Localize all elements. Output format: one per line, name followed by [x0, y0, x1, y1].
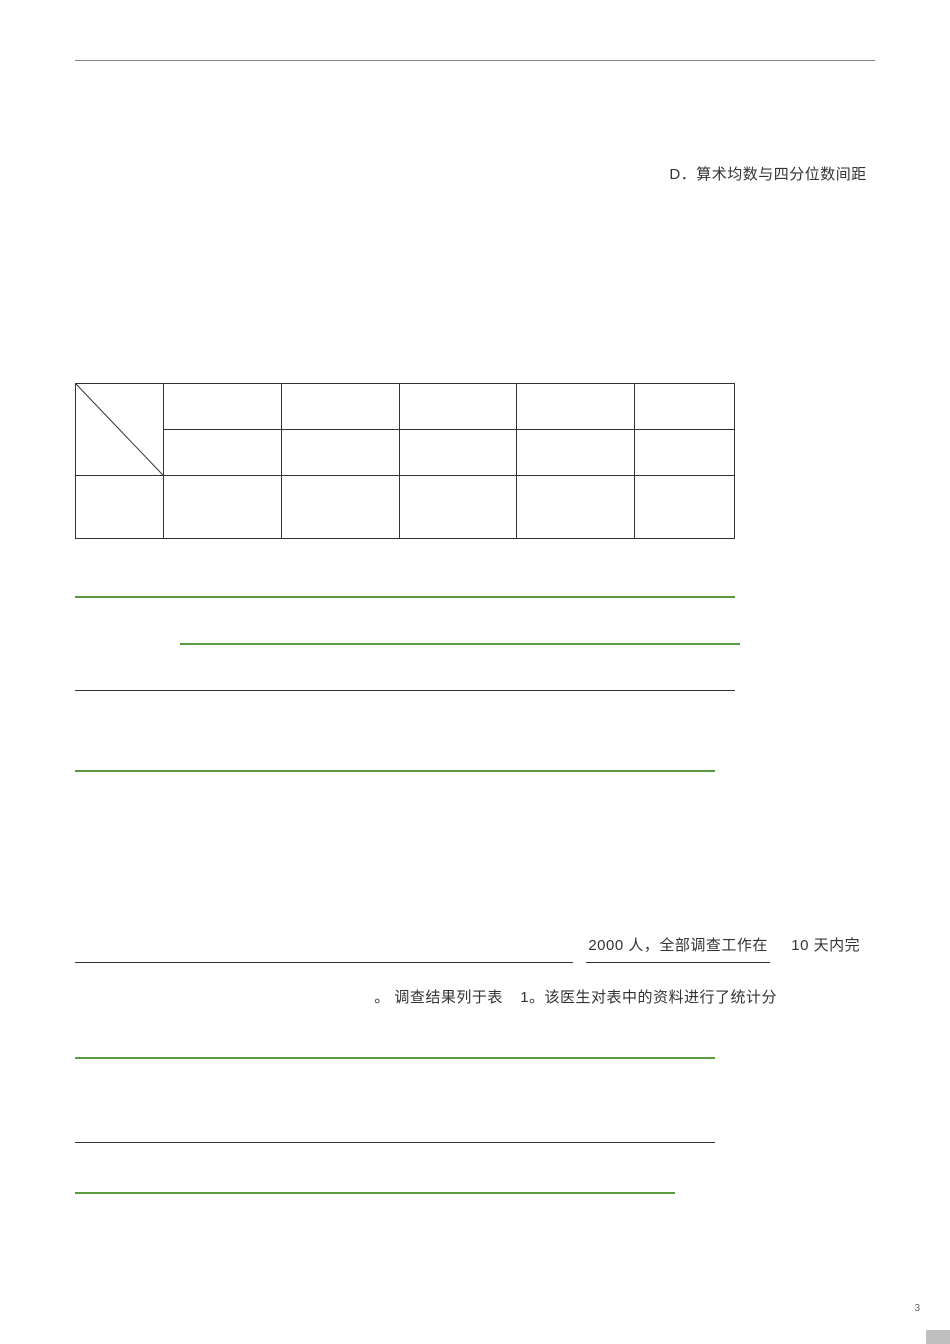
option-b: B．均数与四分位数间距: [243, 166, 409, 183]
page-top-rule: [75, 60, 875, 61]
table-cell: 1: [163, 384, 281, 430]
table-cell: 75: [281, 430, 399, 476]
option-c: C．中位数与四分位数间距: [448, 166, 630, 183]
table-cell: 82: [163, 476, 281, 539]
page-number: 3: [914, 1303, 920, 1314]
q2b-text: 病例对照研究: [450, 804, 543, 821]
data-table: 1 2 3 4 5 65 75 50 76 65 治疗后血红蛋白 82 112: [75, 383, 735, 539]
table-row: 65 75 50 76 65: [76, 430, 735, 476]
line-indicator: 指标是: [75, 111, 875, 144]
q2e-text: 成，调查绝经后使用雌激素的时间超过一年: [75, 989, 370, 1006]
table-cell: 76: [517, 430, 635, 476]
q2-line-results: 成，调查绝经后使用雌激素的时间超过一年 。 调查结果列于表 1。该医生对表中的资…: [75, 981, 875, 1014]
table-cell: 5: [635, 384, 735, 430]
u4-text: 3）该医生认为中药治疗再生障碍性贫血是有效的，请作出评价。（3 分）: [75, 745, 570, 762]
underline-line-7: 表 1 子宫内膜癌与绝经后使用雌激素关系: [75, 1159, 875, 1194]
u2-text: （2）你认为该资料应该用何种假设检验方法？请说出该方法的使用条件，（可不进行: [180, 618, 755, 635]
body-text: 指标是 A．均数与标准差 B．均数与四分位数间距 C．中位数与四分位数间距 D．…: [75, 111, 875, 1194]
q2g-text: 1。该医生对表中的资料进行了统计分: [520, 989, 777, 1006]
q2a-text: 2.某医生参与了子宫内膜癌与绝经后使用雌激素关系的: [75, 804, 445, 821]
q2-2000-text: 2000 人，全部调查工作在: [586, 929, 770, 963]
underline-line-1: （1）本资料属于何种设计方案？ （2 分）: [75, 563, 875, 598]
q2k-text: 表 1 子宫内膜癌与绝经后使用雌激素关系: [75, 1167, 357, 1184]
underline-line-2: （2）你认为该资料应该用何种假设检验方法？请说出该方法的使用条件，（可不进行: [75, 610, 875, 645]
table-cell: 80: [635, 476, 735, 539]
document-page: 指标是 A．均数与标准差 B．均数与四分位数间距 C．中位数与四分位数间距 D．…: [75, 60, 875, 1194]
underline-line-4: 3）该医生认为中药治疗再生障碍性贫血是有效的，请作出评价。（3 分）: [75, 737, 875, 772]
table-cell: 4: [517, 384, 635, 430]
table-cell: 65: [163, 430, 281, 476]
table-row: 1 2 3 4 5: [76, 384, 735, 430]
question-1-line1: 1、某医院用中药治疗 7 例再生障碍性贫血患者，现将血红蛋白 (g/L) 变化的…: [75, 299, 875, 332]
table-row: 治疗后血红蛋白 82 112 92 85 80: [76, 476, 735, 539]
table-cell: 3: [399, 384, 517, 430]
underline-line-6: 请从统计方面对该医生的分析作出评价，并说明理由: [75, 1109, 875, 1143]
table-cell: 治疗后血红蛋白: [76, 476, 164, 539]
q2f-text: 。 调查结果列于表: [374, 989, 503, 1006]
q2i-text: 。: [720, 1032, 736, 1049]
table-cell: 2: [281, 384, 399, 430]
q2-line-num: 段确诊的内膜癌患者，对照来自于该地同一年龄段的未患内膜癌的health妇女，共调…: [75, 929, 875, 963]
q2-line-a: 2.某医生参与了子宫内膜癌与绝经后使用雌激素关系的 病例对照研究 。病例为某年龄: [75, 796, 875, 829]
table-diag-cell: [76, 384, 164, 476]
table-cell: 92: [399, 476, 517, 539]
q2d-text: 段确诊的内膜癌患者，对照来自于该地同一年龄段的未患内膜癌的health妇女，共调…: [75, 937, 661, 954]
q2c-text: 。病例为某年龄: [547, 804, 656, 821]
table-cell: 112: [281, 476, 399, 539]
option-line: A．均数与标准差 B．均数与四分位数间距 C．中位数与四分位数间距 D．算术均数…: [75, 158, 875, 191]
u1-text: （1）本资料属于何种设计方案？: [75, 571, 301, 588]
table-cell: 50: [399, 430, 517, 476]
section-2-heading: 二、简答题（每题 10 分，共 20 分）: [75, 266, 875, 299]
table-cell: 85: [517, 476, 635, 539]
option-a: A．均数与标准差: [75, 166, 194, 183]
q2-days-text: 10 天内完: [791, 937, 860, 954]
option-d: D．算术均数与四分位数间距: [669, 166, 866, 183]
underline-line-5: 析，得出结论：绝经后使用雌激素与子宫内膜癌的发病有关系 。: [75, 1024, 875, 1059]
data-table-wrap: 1 2 3 4 5 65 75 50 76 65 治疗后血红蛋白 82 112: [75, 383, 875, 539]
diagonal-line-icon: [76, 384, 163, 475]
q2j-text: 请从统计方面对该医生的分析作出评价，并说明理由: [75, 1117, 432, 1134]
u1b-text: （2 分）: [740, 571, 800, 588]
underline-line-3: 实际计算。）（5 分）: [75, 657, 875, 691]
question-1-line2: 面，假定资料满足各种参数检验所要求的前提条件，问：中药治疗再生障碍性贫血有效吗？: [75, 332, 875, 365]
u3-text: 实际计算。）（5 分）: [75, 665, 213, 682]
q2h-text: 析，得出结论：绝经后使用雌激素与子宫内膜癌的发病有关系: [75, 1032, 494, 1049]
table-cell: 65: [635, 430, 735, 476]
corner-fold-icon: [926, 1330, 950, 1344]
option-e: E．中位数与标准差: [75, 205, 875, 238]
